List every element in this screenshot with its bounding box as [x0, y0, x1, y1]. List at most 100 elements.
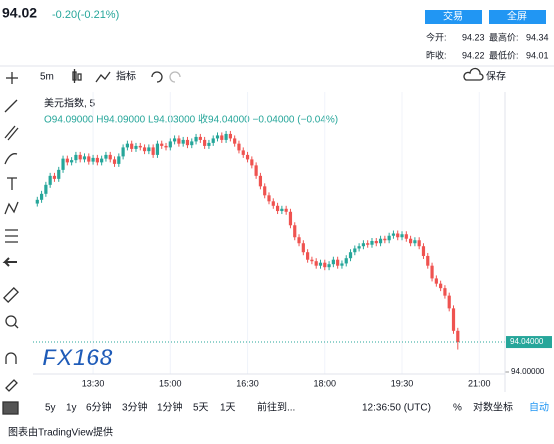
range-button[interactable]: 6分钟	[86, 401, 112, 414]
x-tick-label: 19:30	[391, 378, 414, 388]
candle-body	[310, 259, 314, 262]
candle-body	[228, 133, 232, 139]
candle-body	[413, 240, 417, 244]
candle-body	[130, 143, 134, 149]
candle-body	[203, 139, 207, 146]
candle-body	[241, 150, 245, 155]
candle-body	[323, 262, 327, 268]
range-button[interactable]: 1分钟	[157, 401, 183, 414]
candle-body	[301, 243, 305, 253]
candle-body	[65, 158, 69, 163]
plot: 13:30 15:00 16:30 18:00 19:30 21:00 94.00000 94…	[33, 92, 552, 388]
fullscreen-label[interactable]: 全屏	[507, 10, 527, 23]
candle-body	[215, 135, 220, 139]
candle-body	[211, 138, 215, 143]
candle-body	[48, 175, 52, 185]
stat-label: 最低价:	[489, 49, 519, 60]
stat-value: 94.23	[462, 32, 485, 42]
candle-body	[421, 246, 426, 256]
candle-body	[233, 138, 237, 144]
candle-body	[353, 248, 357, 253]
candle-body	[391, 233, 396, 236]
candle-body	[275, 205, 280, 212]
candle-body	[155, 143, 160, 155]
trade-label[interactable]: 交易	[443, 10, 463, 23]
x-tick-label: 21:00	[468, 378, 491, 388]
stat-value: 94.34	[526, 32, 549, 42]
drawing-tools[interactable]	[2, 72, 19, 415]
x-tick-label: 15:00	[159, 378, 182, 388]
range-button[interactable]: 1天	[220, 403, 236, 414]
stat-value: 94.01	[526, 50, 549, 60]
candle-body	[456, 330, 460, 343]
candle-body	[35, 199, 39, 204]
candle-body	[91, 157, 95, 162]
candle-body	[340, 263, 344, 266]
candle-body	[181, 139, 185, 144]
candle-body	[263, 186, 267, 196]
change: -0.20(-0.21%)	[52, 9, 119, 21]
redo[interactable]	[169, 71, 181, 83]
candle-body	[121, 147, 125, 157]
candle-body	[314, 261, 318, 266]
candle-body	[426, 255, 430, 266]
candle-body	[447, 295, 451, 309]
candle-body	[439, 283, 443, 289]
candle-body	[336, 259, 340, 266]
candle-body	[280, 208, 284, 212]
legend-ohlc: O94.09000 H94.09000 L94.03000 收94.04000 …	[44, 113, 338, 126]
candle-body	[361, 243, 365, 247]
candle-body	[293, 225, 297, 238]
trade-button[interactable]	[425, 10, 482, 24]
range-button[interactable]: 5y	[45, 403, 56, 414]
range-button[interactable]: 5天	[193, 403, 209, 414]
candle-body	[112, 159, 117, 164]
save[interactable]: 保存	[486, 70, 506, 83]
clock: 12:36:50 (UTC)	[362, 403, 431, 414]
log-toggle[interactable]: 对数坐标	[473, 401, 513, 414]
range-button[interactable]: 前往到...	[257, 401, 295, 414]
candle-body	[237, 143, 241, 151]
candle-body	[142, 147, 147, 152]
undo[interactable]	[151, 71, 163, 83]
candle-body	[207, 142, 211, 146]
candle-body	[87, 156, 91, 162]
candle-body	[78, 154, 82, 160]
auto-toggle[interactable]: 自动	[529, 401, 549, 414]
candle-body	[82, 156, 87, 160]
candle-body	[95, 157, 99, 163]
candle-body	[39, 193, 44, 200]
interval[interactable]: 5m	[40, 72, 54, 83]
candle-body	[383, 238, 387, 241]
candle-body	[297, 237, 301, 244]
range-bar: 5y 1y 6分钟 3分钟 1分钟 5天 1天 前往到...	[45, 401, 295, 414]
price-tag-label: 94.04000	[510, 337, 544, 346]
candle-body	[344, 258, 348, 264]
candle-body	[147, 147, 151, 152]
percent-toggle[interactable]: %	[453, 403, 462, 414]
candle-body	[160, 143, 164, 146]
footer: 图表由TradingView提供	[8, 426, 113, 439]
candle-body	[74, 154, 78, 161]
candle-body	[151, 147, 155, 155]
candle-body	[267, 195, 271, 202]
candle-body	[44, 184, 48, 194]
candle-body	[70, 160, 74, 163]
cloud-icon[interactable]	[463, 67, 484, 81]
stat-value: 94.22	[462, 50, 485, 60]
candle-body	[357, 246, 361, 249]
indicators[interactable]: 指标	[116, 70, 136, 83]
legend-symbol: 美元指数, 5	[44, 97, 96, 110]
candle-body	[366, 243, 370, 245]
fullscreen-button[interactable]	[489, 10, 546, 24]
price-tag	[506, 336, 552, 349]
candle-icon[interactable]	[72, 69, 82, 83]
range-button[interactable]: 3分钟	[122, 401, 148, 414]
price: 94.02	[2, 5, 37, 21]
range-button[interactable]: 1y	[66, 403, 77, 414]
candle-body	[434, 278, 438, 284]
indicator-icon[interactable]	[95, 71, 111, 83]
candle-body	[396, 233, 400, 238]
candle-body	[374, 240, 378, 244]
